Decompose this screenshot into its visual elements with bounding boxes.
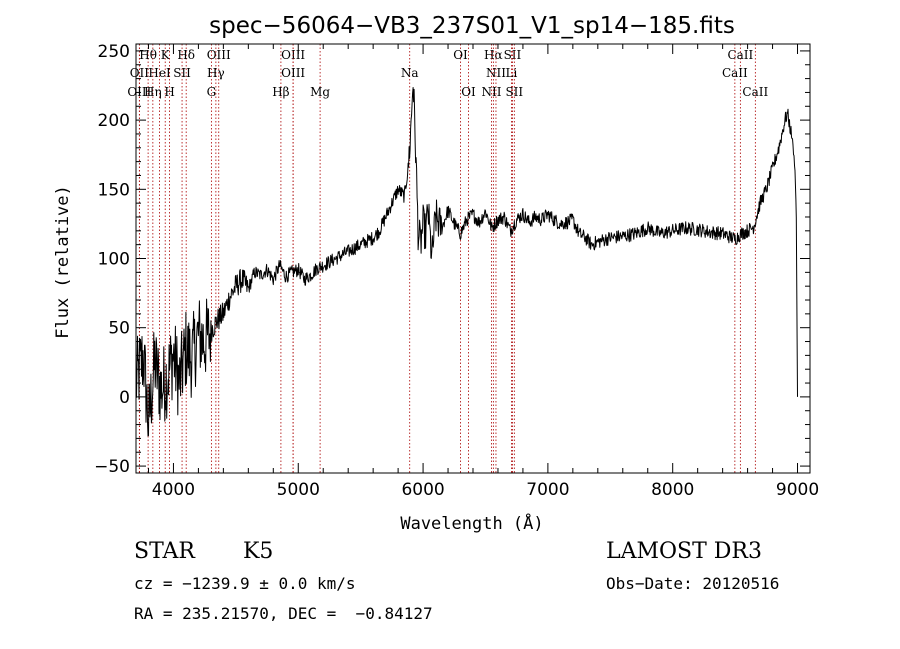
- axes: 4000 5000 6000 7000 8000 9000 −50 0 50 100 150 200 2…: [94, 42, 819, 500]
- x-tick-label: 7000: [526, 480, 569, 500]
- line-marker-label: Hγ: [207, 66, 225, 80]
- series-layer: [135, 87, 798, 437]
- line-marker-label: OI: [461, 85, 476, 99]
- line-marker-label: Hβ: [272, 85, 289, 99]
- line-marker-label: CaII: [742, 85, 768, 99]
- line-marker-label: Hα: [484, 48, 503, 62]
- line-marker-label: Hδ: [177, 48, 195, 62]
- line-marker-label: HeI: [148, 66, 171, 80]
- x-tick-label: 6000: [401, 480, 444, 500]
- survey-name: LAMOST DR3: [606, 539, 762, 564]
- line-marker-label: SII: [173, 66, 191, 80]
- observation-date: Obs−Date: 20120516: [606, 574, 780, 593]
- line-marker-label: CaII: [727, 48, 753, 62]
- line-marker-label: CaII: [722, 66, 748, 80]
- line-marker-label: G: [207, 85, 217, 99]
- line-marker-label: OIII: [281, 66, 305, 80]
- line-marker-label: NII: [481, 85, 501, 99]
- coordinates-line: RA = 235.21570, DEC = −0.84127: [134, 604, 433, 623]
- line-marker-label: Li: [506, 66, 518, 80]
- line-marker-label: SII: [505, 85, 523, 99]
- y-tick-label: 50: [108, 319, 130, 339]
- y-tick-label: 150: [98, 180, 130, 200]
- x-tick-label: 8000: [651, 480, 694, 500]
- y-tick-label: 200: [98, 111, 130, 131]
- line-marker-label: OI: [453, 48, 468, 62]
- line-marker-label: Na: [401, 66, 419, 80]
- x-tick-label: 5000: [277, 480, 320, 500]
- y-axis-label: Flux (relative): [53, 185, 73, 339]
- y-tick-label: 0: [119, 388, 130, 408]
- object-class: STAR: [134, 539, 195, 564]
- spectrum-line: [135, 87, 798, 437]
- line-marker-label: Hθ: [139, 48, 157, 62]
- line-marker-label: NII: [486, 66, 506, 80]
- redshift-line: cz = −1239.9 ± 0.0 km/s: [134, 574, 356, 593]
- chart-title: spec−56064−VB3_237S01_V1_sp14−185.fits: [209, 13, 735, 39]
- y-tick-label: 100: [98, 250, 130, 270]
- line-marker-label: SII: [504, 48, 522, 62]
- line-marker-label: Hη: [144, 85, 162, 99]
- object-subclass: K5: [243, 539, 274, 564]
- line-marker-label: Mg: [310, 85, 330, 99]
- x-tick-label: 9000: [776, 480, 819, 500]
- line-marker-label: OIII: [207, 48, 231, 62]
- y-tick-label: −50: [94, 457, 130, 477]
- line-marker-label: K: [161, 48, 171, 62]
- plot-frame: [135, 43, 811, 474]
- y-tick-label: 250: [98, 42, 130, 62]
- line-marker-label: H: [164, 85, 174, 99]
- x-axis-label: Wavelength (Å): [400, 512, 543, 534]
- x-tick-label: 4000: [152, 480, 195, 500]
